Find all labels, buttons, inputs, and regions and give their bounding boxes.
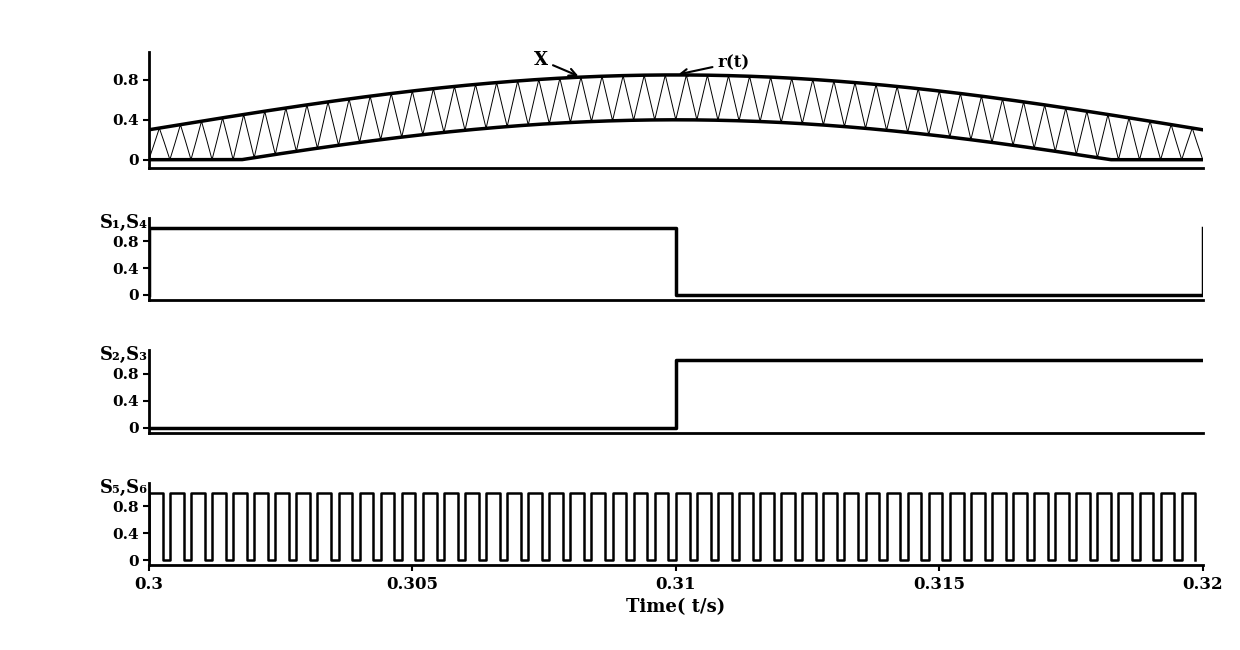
Text: S₅,S₆: S₅,S₆: [99, 479, 148, 497]
Text: S₂,S₃: S₂,S₃: [99, 346, 148, 364]
X-axis label: Time( t/s): Time( t/s): [626, 599, 725, 616]
Text: r(t): r(t): [681, 54, 750, 76]
Text: X: X: [533, 51, 577, 75]
Text: S₁,S₄: S₁,S₄: [99, 214, 148, 231]
